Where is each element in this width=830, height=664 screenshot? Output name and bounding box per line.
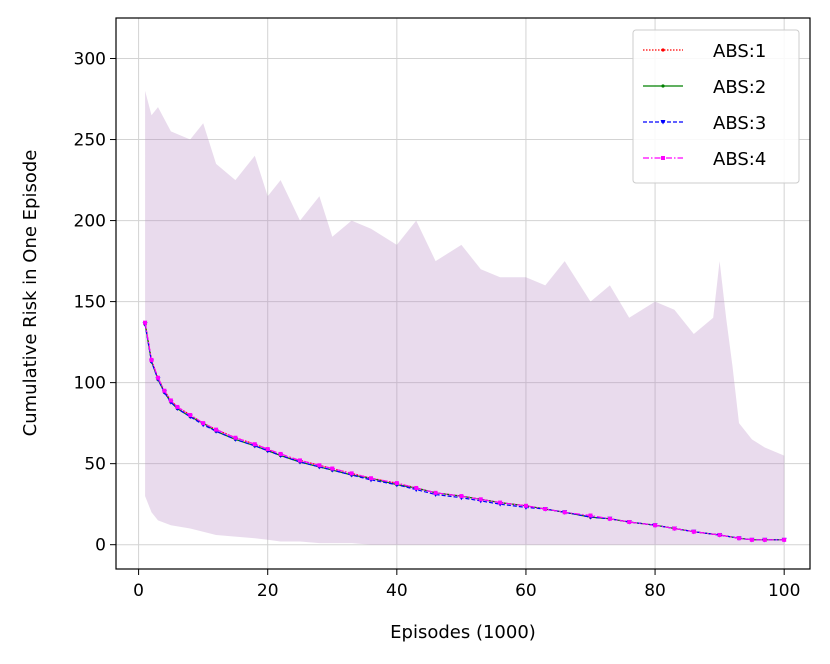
- y-tick-label: 250: [74, 131, 106, 151]
- y-tick-label: 300: [74, 50, 106, 70]
- y-tick-label: 100: [74, 374, 106, 394]
- legend-marker: [660, 120, 666, 125]
- legend-marker: [661, 48, 665, 52]
- data-point: [414, 485, 419, 490]
- band-area: [145, 90, 785, 545]
- data-point: [762, 537, 767, 542]
- data-point: [330, 466, 335, 471]
- y-tick-label: 50: [84, 455, 106, 475]
- data-point: [252, 442, 257, 447]
- x-tick-label: 60: [515, 581, 537, 601]
- series-4: [143, 320, 787, 542]
- y-axis-label: Cumulative Risk in One Episode: [20, 150, 41, 437]
- data-point: [162, 388, 167, 393]
- legend-marker: [661, 84, 665, 88]
- y-tick-label: 150: [74, 293, 106, 313]
- data-point: [233, 435, 238, 440]
- series-lines: [142, 320, 787, 543]
- data-point: [478, 497, 483, 502]
- data-point: [369, 476, 374, 481]
- data-point: [588, 513, 593, 518]
- x-tick-label: 0: [133, 581, 144, 601]
- axis-ticks: 0 20 40 60 80 100 0 50 100 150 200 250 300: [74, 50, 801, 601]
- series-line: [144, 324, 785, 541]
- data-point: [433, 490, 438, 495]
- data-point: [317, 463, 322, 468]
- data-point: [607, 516, 612, 521]
- data-point: [143, 320, 148, 325]
- x-tick-label: 80: [644, 581, 666, 601]
- data-point: [394, 481, 399, 486]
- legend-label: ABS:2: [713, 77, 766, 98]
- data-point: [672, 526, 677, 531]
- series-line: [144, 322, 785, 541]
- data-point: [188, 413, 193, 418]
- data-point: [691, 529, 696, 534]
- confidence-band: [145, 90, 785, 545]
- data-point: [175, 404, 180, 409]
- data-point: [562, 510, 567, 515]
- legend-label: ABS:3: [713, 113, 766, 134]
- legend-label: ABS:1: [713, 41, 766, 62]
- x-tick-label: 100: [768, 581, 800, 601]
- grid-lines: [116, 18, 810, 569]
- data-point: [736, 536, 741, 541]
- data-point: [653, 523, 658, 528]
- data-point: [201, 421, 206, 426]
- legend: ABS:1 ABS:2 ABS:3 ABS:4: [632, 29, 800, 184]
- data-point: [214, 427, 219, 432]
- data-point: [498, 500, 503, 505]
- data-point: [265, 447, 270, 452]
- data-point: [155, 375, 160, 380]
- data-point: [543, 507, 548, 512]
- data-point: [627, 520, 632, 525]
- data-point: [168, 398, 173, 403]
- legend-label: ABS:4: [713, 149, 766, 170]
- data-point: [717, 532, 722, 537]
- y-tick-label: 200: [74, 212, 106, 232]
- data-point: [749, 537, 754, 542]
- plot-frame: [115, 17, 811, 570]
- data-point: [349, 471, 354, 476]
- legend-box: [632, 29, 800, 184]
- data-point: [149, 357, 154, 362]
- x-tick-label: 40: [386, 581, 408, 601]
- data-point: [523, 503, 528, 508]
- x-tick-label: 20: [257, 581, 279, 601]
- data-point: [278, 451, 283, 456]
- data-point: [459, 494, 464, 499]
- y-tick-label: 0: [95, 536, 106, 556]
- data-point: [297, 458, 302, 463]
- legend-marker: [661, 156, 665, 160]
- x-axis-label: Episodes (1000): [390, 622, 536, 643]
- data-point: [782, 537, 787, 542]
